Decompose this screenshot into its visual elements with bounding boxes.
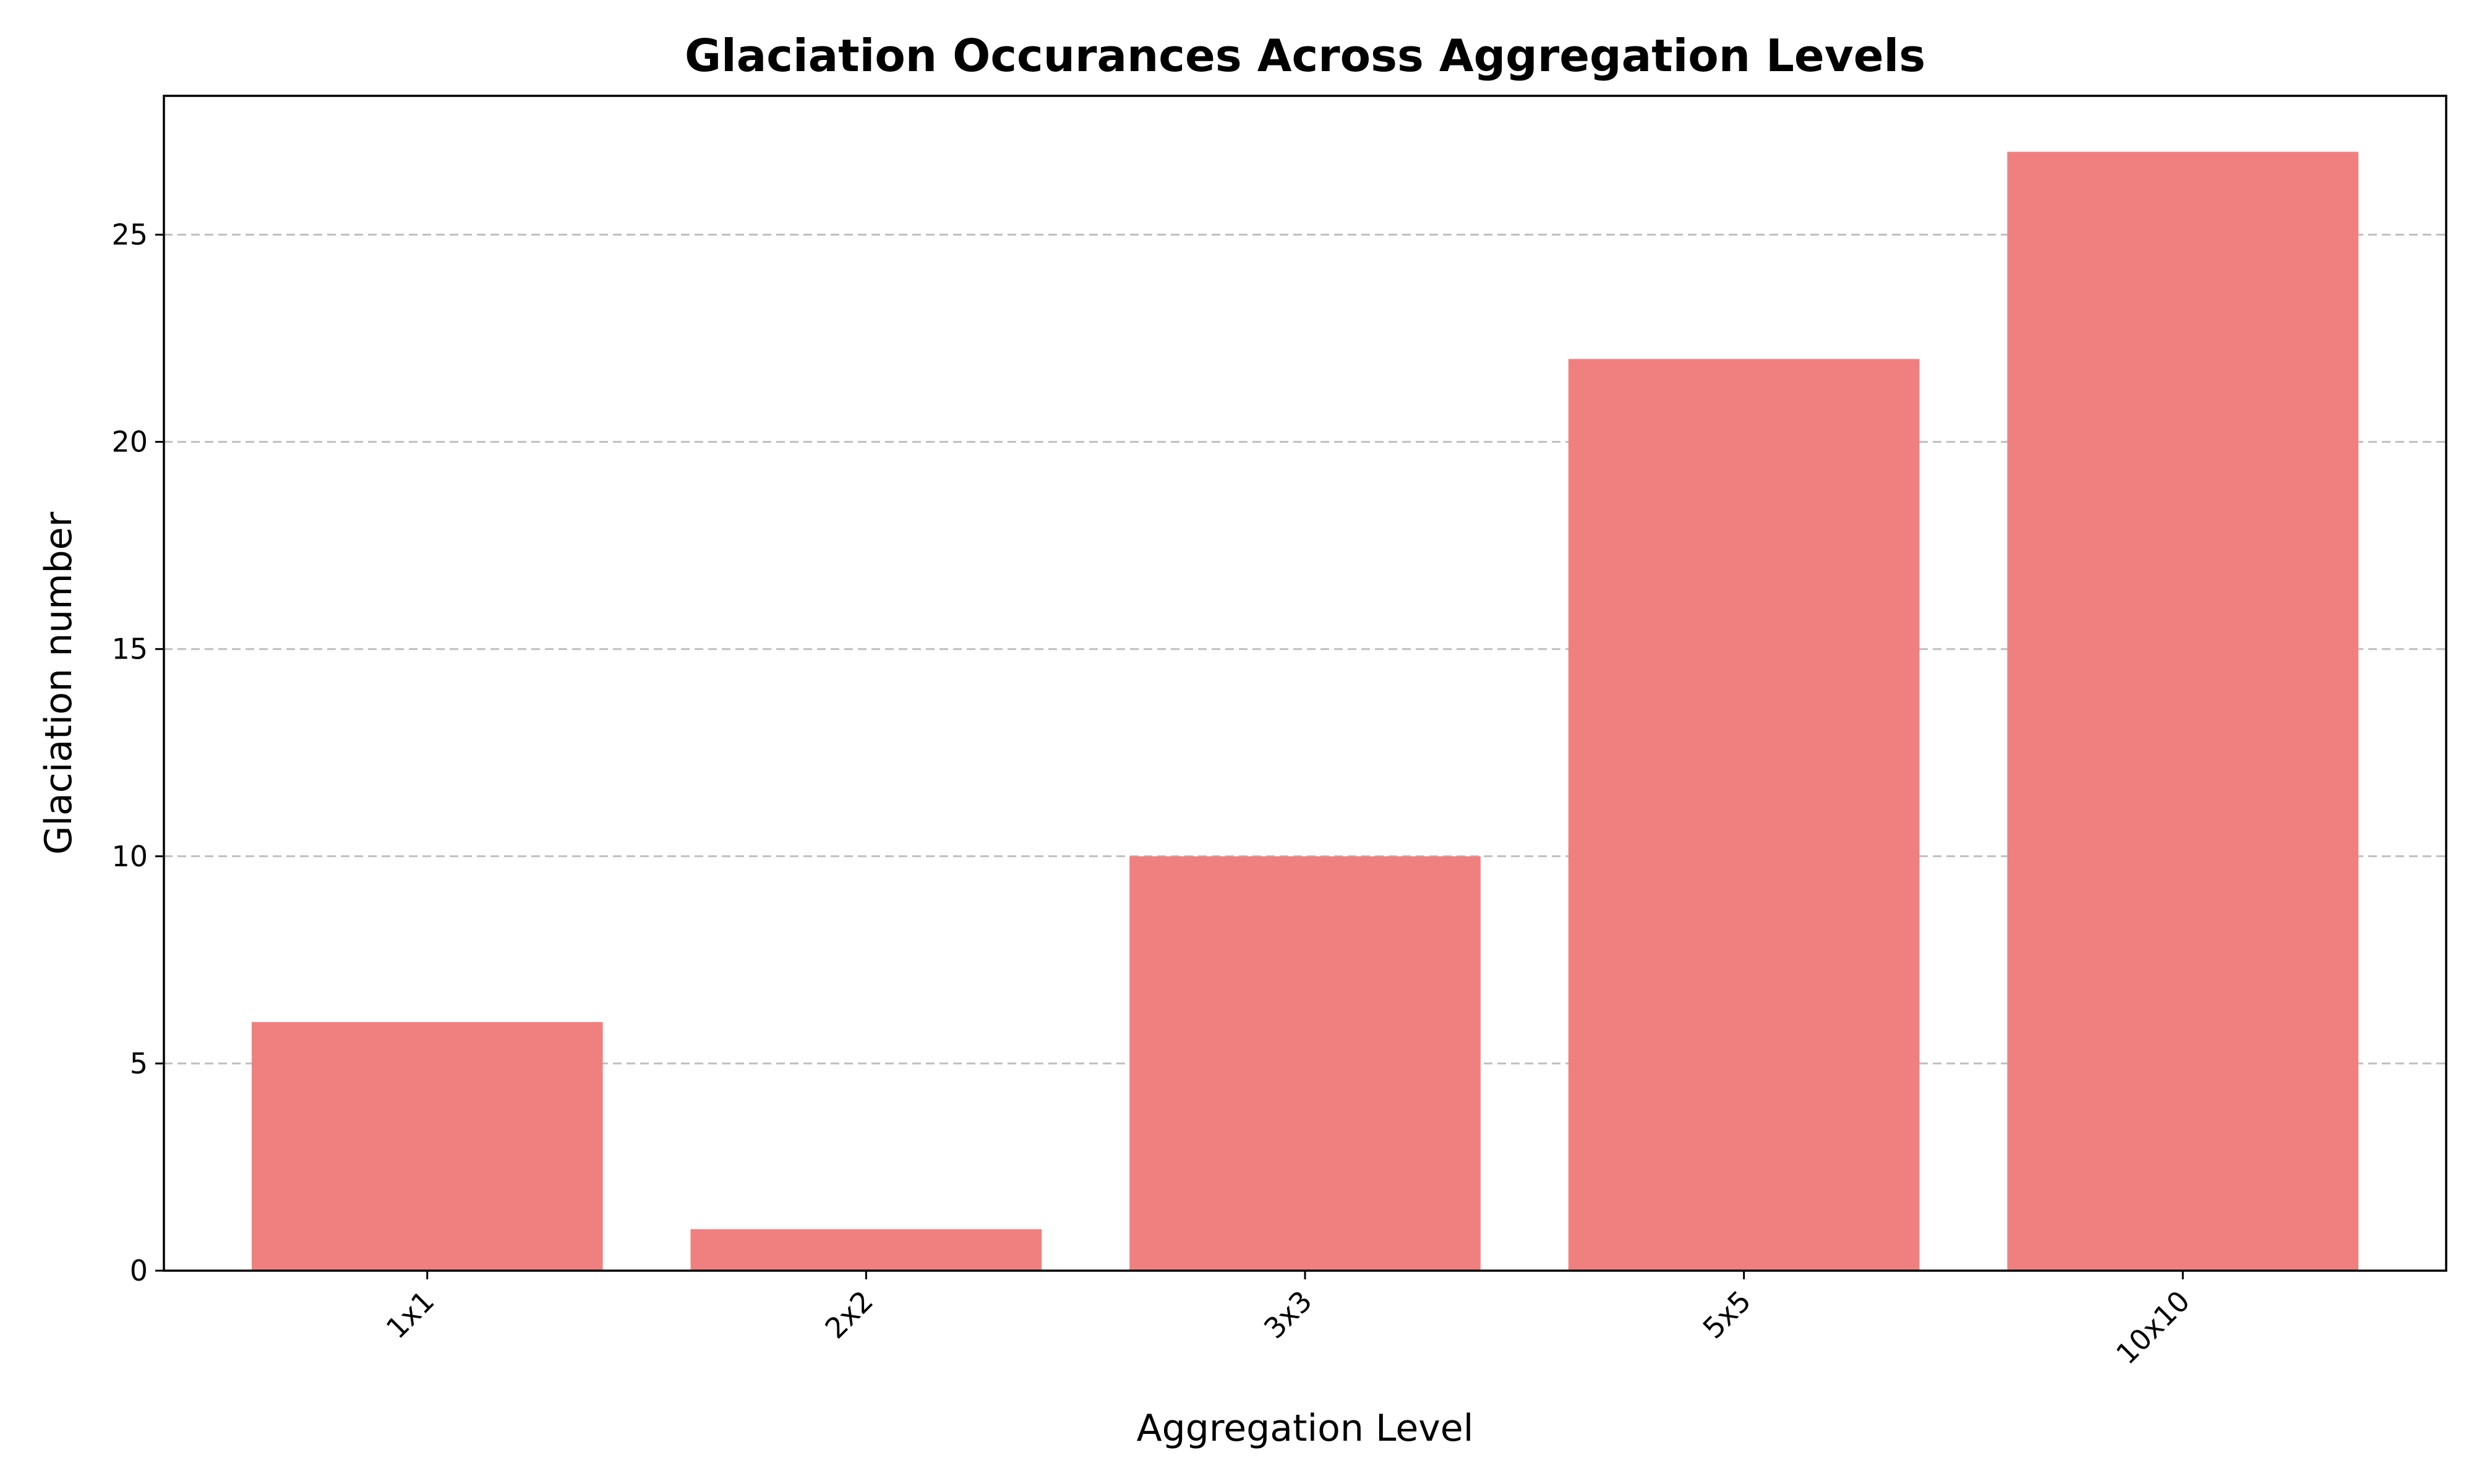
y-tick-label: 15 — [111, 633, 148, 666]
chart-title: Glaciation Occurances Across Aggregation… — [685, 30, 1925, 82]
bar-10x10 — [2007, 151, 2359, 1271]
bar-1x1 — [251, 1021, 603, 1271]
y-axis-label: Glaciation number — [37, 511, 80, 855]
bar-2x2 — [690, 1229, 1042, 1271]
bars — [251, 151, 2359, 1271]
y-tick-label: 5 — [130, 1047, 148, 1080]
y-tick-label: 25 — [111, 218, 148, 252]
bar-3x3 — [1129, 856, 1481, 1271]
y-tick-label: 10 — [111, 840, 148, 873]
y-tick-label: 0 — [130, 1254, 148, 1287]
y-axis-ticks: 0 5 10 15 20 25 — [111, 218, 164, 1287]
y-tick-label: 20 — [111, 425, 148, 459]
x-axis-label: Aggregation Level — [1137, 1407, 1474, 1450]
bar-5x5 — [1568, 359, 1920, 1271]
